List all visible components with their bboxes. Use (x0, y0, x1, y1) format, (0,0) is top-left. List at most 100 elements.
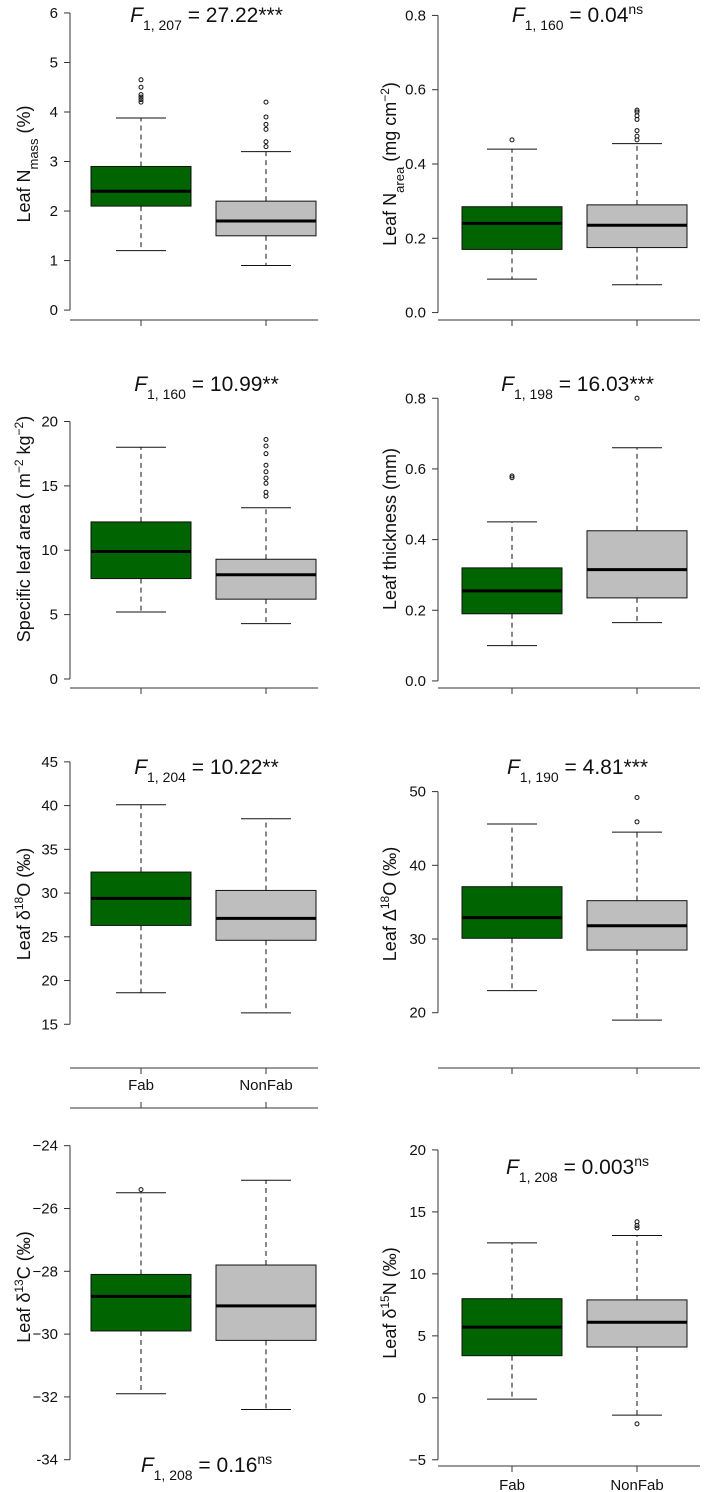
outlier-point (634, 395, 640, 401)
outlier-point (634, 819, 640, 825)
outlier-point (263, 475, 269, 481)
y-tick-label: 20 (41, 413, 58, 430)
stat-df: 1, 208 (154, 1467, 193, 1483)
box-nonfab (215, 437, 317, 625)
outlier-point (138, 94, 144, 100)
ylabel-text: (%) (14, 105, 34, 138)
ylabel-sup: 18 (12, 896, 26, 910)
y-tick-label: 0.2 (405, 602, 426, 619)
outlier-point (634, 794, 640, 800)
stat-f: F (506, 1156, 520, 1179)
y-tick-label: 6 (50, 5, 58, 22)
outlier-point (138, 92, 144, 98)
panel-2: 0.0 0.2 0.4 0.6 0.8 Leaf Narea (mg cm−2) F1, 1… (378, 1, 700, 326)
y-tick-label: 0.2 (405, 230, 426, 247)
y-axis-label: Leaf Δ18O (‰) (378, 847, 400, 961)
stat-value: = 10.99** (186, 373, 279, 396)
outlier-point (263, 443, 269, 449)
outlier-point (263, 121, 269, 127)
x-tick-label: NonFab (610, 1477, 663, 1492)
stat-value: = 16.03*** (553, 373, 654, 396)
iqr-box (215, 1264, 317, 1341)
outlier-point (263, 469, 269, 475)
ylabel-text: ) (14, 416, 34, 422)
outlier-point (634, 1421, 640, 1427)
y-tick-label: 0.0 (405, 305, 426, 322)
ylabel-sup: 13 (12, 1279, 26, 1293)
box-nonfab (215, 1179, 317, 1410)
ylabel-text: N (‰) (380, 1247, 400, 1295)
stat-annotation: F1, 190 = 4.81*** (507, 756, 648, 785)
ylabel-text: C (‰) (14, 1231, 34, 1279)
iqr-box (461, 206, 563, 250)
stat-significance: ns (257, 1451, 272, 1467)
stat-value: = 0.04 (564, 4, 629, 27)
panel-7: -34 −32 −30 −28 −26 −24 Fab NonFab Leaf δ13C (‰)… (12, 1077, 318, 1483)
y-tick-label: 40 (41, 798, 58, 815)
stat-value: = 0.16 (193, 1454, 258, 1477)
ylabel-sup: 15 (378, 1295, 392, 1309)
y-tick-label: -34 (36, 1452, 58, 1469)
stat-f: F (507, 756, 521, 779)
panel-5: 15 20 25 30 35 40 45 Leaf δ18O (‰) F1, 204 = 10.… (12, 754, 318, 1074)
outlier-point (509, 137, 515, 143)
stat-f: F (130, 4, 144, 27)
outlier-point (263, 144, 269, 150)
y-axis-label: Leaf δ15N (‰) (378, 1247, 400, 1358)
y-tick-label: 2 (50, 203, 58, 220)
y-tick-label: 20 (409, 1142, 426, 1159)
ylabel-sup: 18 (378, 895, 392, 909)
panel-1: 0 1 2 3 4 5 6 Leaf Nmass (%) F1, 207 = 27.22*** (14, 4, 318, 326)
stat-f: F (134, 373, 148, 396)
stat-annotation: F1, 207 = 27.22*** (130, 4, 283, 33)
ylabel-text: (mg cm (380, 102, 400, 167)
y-tick-label: 4 (50, 104, 58, 121)
box-fab (461, 1242, 563, 1400)
ylabel-text: Leaf δ (14, 1293, 34, 1343)
outlier-point (263, 462, 269, 468)
box-nonfab (215, 818, 317, 1014)
x-tick-label: Fab (128, 1077, 154, 1094)
stat-value: = 10.22** (186, 756, 279, 779)
y-tick-label: 1 (50, 253, 58, 270)
stat-significance: ns (634, 1153, 649, 1169)
ylabel-text: Leaf δ (14, 910, 34, 960)
stat-value: = 4.81*** (559, 756, 648, 779)
stat-df: 1, 207 (143, 17, 182, 33)
y-tick-label: 20 (409, 1005, 426, 1022)
stat-df: 1, 198 (514, 386, 553, 402)
y-tick-label: 10 (41, 542, 58, 559)
ylabel-sup: −2 (12, 421, 26, 435)
ylabel-text: Leaf N (14, 170, 34, 223)
box-fab (90, 1187, 192, 1395)
ylabel-sup: −2 (12, 459, 26, 473)
ylabel-text: O (‰) (380, 847, 400, 896)
outlier-point (263, 99, 269, 105)
stat-f: F (501, 373, 515, 396)
stat-annotation: F1, 160 = 10.99** (134, 373, 279, 402)
y-tick-label: −28 (33, 1263, 58, 1280)
box-nonfab (586, 794, 688, 1021)
y-tick-label: 35 (41, 841, 58, 858)
panel-6: 20 30 40 50 Leaf Δ18O (‰) F1, 190 = 4.81*** (378, 756, 700, 1074)
y-axis-label: Leaf Nmass (%) (14, 105, 41, 222)
y-tick-label: 0 (50, 671, 58, 688)
outlier-point (509, 473, 515, 479)
y-tick-label: 0 (418, 1390, 426, 1407)
stat-df: 1, 160 (525, 17, 564, 33)
y-tick-label: −30 (33, 1326, 58, 1343)
outlier-point (138, 97, 144, 103)
y-tick-label: 0.0 (405, 673, 426, 690)
stat-df: 1, 208 (519, 1169, 558, 1185)
stat-value: = 27.22*** (182, 4, 283, 27)
outlier-point (634, 128, 640, 134)
y-tick-label: 25 (41, 929, 58, 946)
ylabel-text: ) (380, 82, 400, 88)
panel-4: 0.0 0.2 0.4 0.6 0.8 Leaf thickness (mm) F1, 19… (380, 373, 700, 694)
iqr-box (90, 1273, 192, 1332)
stat-f: F (134, 756, 148, 779)
box-nonfab (586, 107, 688, 286)
